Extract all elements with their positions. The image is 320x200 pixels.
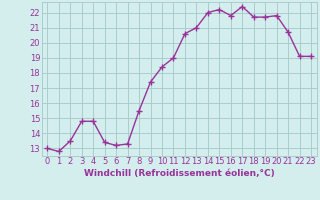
X-axis label: Windchill (Refroidissement éolien,°C): Windchill (Refroidissement éolien,°C): [84, 169, 275, 178]
